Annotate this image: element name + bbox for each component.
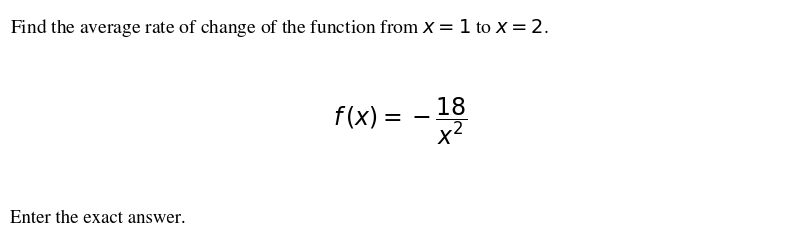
Text: Find the average rate of change of the function from $x = 1$ to $x = 2$.: Find the average rate of change of the f… xyxy=(10,17,550,39)
Text: Enter the exact answer.: Enter the exact answer. xyxy=(10,210,186,227)
Text: $f\,(x) = -\dfrac{18}{x^2}$: $f\,(x) = -\dfrac{18}{x^2}$ xyxy=(333,95,467,147)
